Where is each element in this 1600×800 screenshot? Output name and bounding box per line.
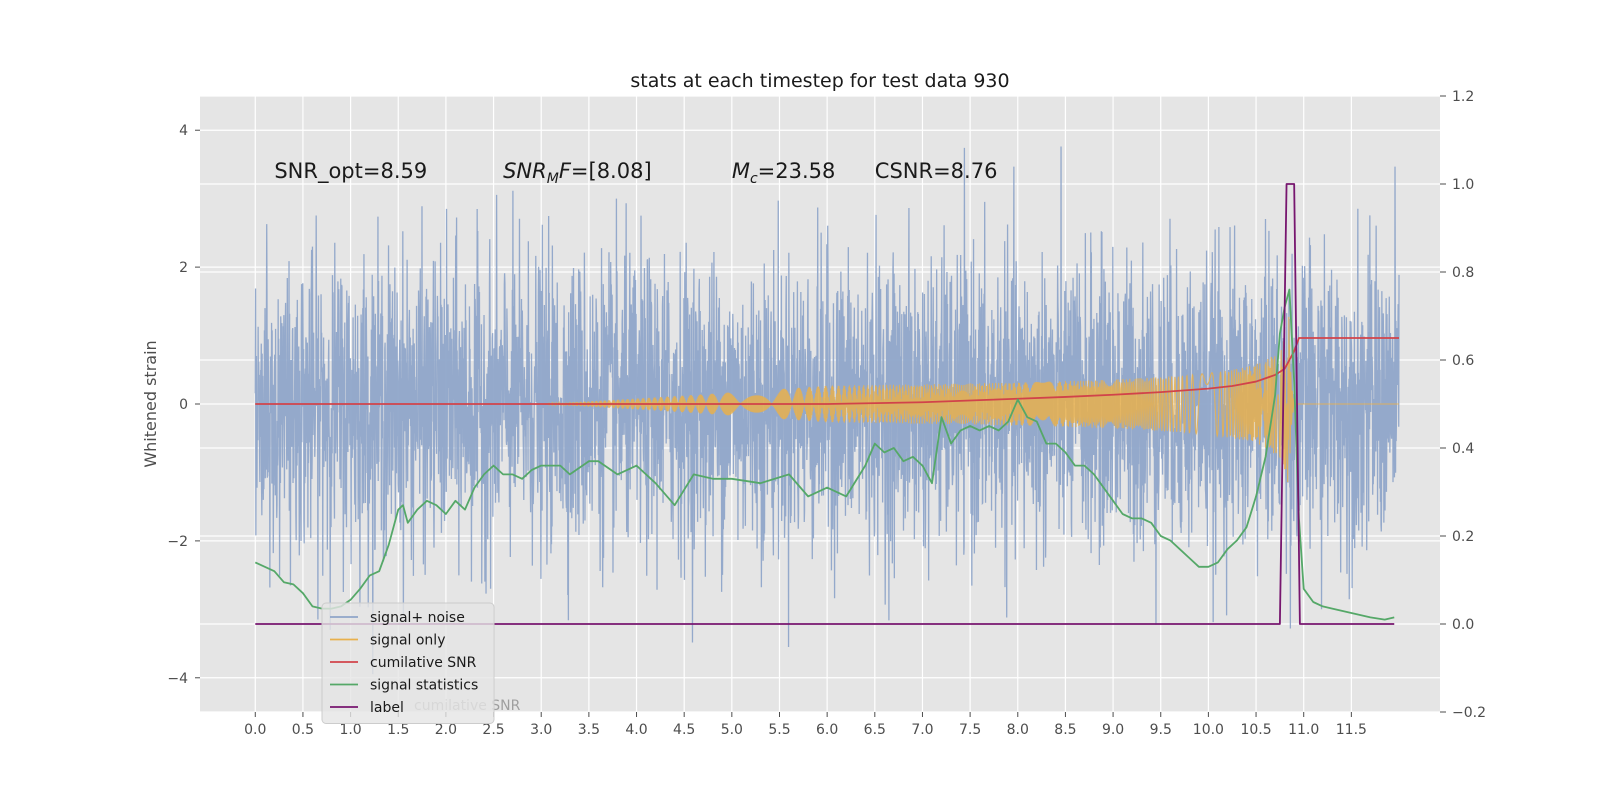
x-tick-label: 6.0 <box>816 722 838 738</box>
x-tick-label: 10.5 <box>1240 722 1271 738</box>
annotation-1: SNRMF=[8.08] <box>503 159 652 187</box>
y2-tick-label: 0.0 <box>1452 617 1474 633</box>
x-tick-label: 1.0 <box>339 722 361 738</box>
legend-label: signal only <box>370 633 445 649</box>
x-tick-label: 1.5 <box>387 722 409 738</box>
axes: 0.0 0.5 1.0 1.5 2.0 2.5 3.0 3.5 4.0 4.5 5.0 5.5 6.0 6… <box>167 89 1486 738</box>
y-tick-label: 2 <box>179 260 188 276</box>
x-tick-label: 9.5 <box>1150 722 1172 738</box>
y-tick-label: 0 <box>179 397 188 413</box>
series-signal-statistics <box>254 288 1395 621</box>
y-axis-label: Whitened strain <box>141 340 160 467</box>
x-tick-label: 11.5 <box>1336 722 1367 738</box>
series-group <box>254 146 1400 675</box>
x-tick-label: 8.0 <box>1007 722 1029 738</box>
x-tick-label: 7.5 <box>959 722 981 738</box>
series-layer <box>254 146 1400 675</box>
legend-label: signal statistics <box>370 678 478 694</box>
legend-label: signal+ noise <box>370 610 465 626</box>
x-tick-label: 7.0 <box>911 722 933 738</box>
series-cumilative-snr <box>255 337 1400 405</box>
x-tick-label: 5.5 <box>768 722 790 738</box>
y-tick-label: 4 <box>179 123 188 139</box>
legend-label: cumilative SNR <box>370 655 477 671</box>
y2-tick-label: 1.2 <box>1452 89 1474 105</box>
x-tick-label: 4.5 <box>673 722 695 738</box>
x-tick-label: 0.0 <box>244 722 266 738</box>
x-tick-label: 5.0 <box>721 722 743 738</box>
x-tick-label: 11.0 <box>1288 722 1319 738</box>
legend-label: label <box>370 700 404 716</box>
chart-title: stats at each timestep for test data 930 <box>630 70 1009 92</box>
x-tick-label: 2.5 <box>482 722 504 738</box>
y2-tick-label: 0.4 <box>1452 441 1474 457</box>
legend-box <box>321 602 495 724</box>
y-tick-label: −4 <box>167 671 188 687</box>
x-tick-label: 2.0 <box>435 722 457 738</box>
annotation-3: CSNR=8.76 <box>875 159 998 183</box>
x-tick-label: 4.0 <box>625 722 647 738</box>
x-tick-label: 3.5 <box>578 722 600 738</box>
x-tick-label: 10.0 <box>1193 722 1224 738</box>
x-tick-label: 0.5 <box>292 722 314 738</box>
y2-tick-label: 0.2 <box>1452 529 1474 545</box>
y2-tick-label: 1.0 <box>1452 177 1474 193</box>
annotation-0: SNR_opt=8.59 <box>274 159 427 184</box>
x-tick-label: 8.5 <box>1054 722 1076 738</box>
y2-tick-label: 0.8 <box>1452 265 1474 281</box>
annotations: SNR_opt=8.59 SNRMF=[8.08] Mc=23.58 CSNR=8.7… <box>274 159 997 187</box>
y-tick-label: −2 <box>167 534 188 550</box>
x-tick-label: 3.0 <box>530 722 552 738</box>
annotation-2: Mc=23.58 <box>732 159 836 187</box>
x-tick-label: 6.5 <box>864 722 886 738</box>
x-tick-label: 9.0 <box>1102 722 1124 738</box>
series-label <box>255 183 1395 625</box>
y2-tick-label: −0.2 <box>1452 705 1486 721</box>
y2-tick-label: 0.6 <box>1452 353 1474 369</box>
